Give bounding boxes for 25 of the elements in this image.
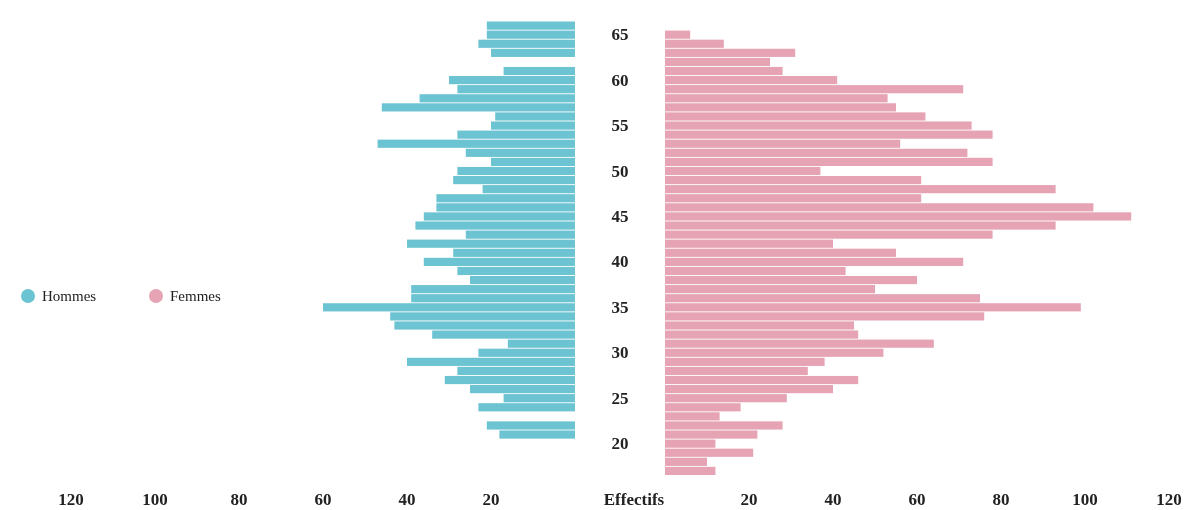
- x-tick-label: 40: [824, 490, 842, 509]
- y-tick-label: 50: [611, 161, 629, 181]
- y-tick-label: 20: [611, 434, 629, 454]
- y-tick-label: 30: [611, 343, 629, 363]
- x-tick-label: 20: [740, 490, 758, 509]
- x-tick-label: 60: [314, 490, 332, 509]
- y-tick-label: 35: [611, 297, 629, 317]
- x-tick-label: 80: [230, 490, 248, 509]
- x-tick-label: 120: [1156, 490, 1182, 509]
- x-tick-label: 80: [992, 490, 1010, 509]
- legend-label: Hommes: [42, 288, 97, 304]
- x-axis-title: Effectifs: [603, 490, 665, 509]
- x-tick-label: 100: [1072, 490, 1098, 509]
- legend-label: Femmes: [170, 288, 221, 304]
- y-tick-label: 40: [611, 252, 629, 272]
- y-tick-label: 65: [611, 25, 629, 45]
- x-tick-label: 100: [142, 490, 168, 509]
- x-tick-label: 40: [398, 490, 416, 509]
- y-tick-label: 45: [611, 206, 629, 226]
- x-tick-label: 20: [482, 490, 500, 509]
- y-tick-label: 60: [611, 70, 629, 90]
- x-tick-label: 120: [58, 490, 84, 509]
- y-tick-label: 55: [611, 116, 629, 136]
- y-tick-label: 25: [611, 388, 629, 408]
- x-tick-label: 60: [908, 490, 926, 509]
